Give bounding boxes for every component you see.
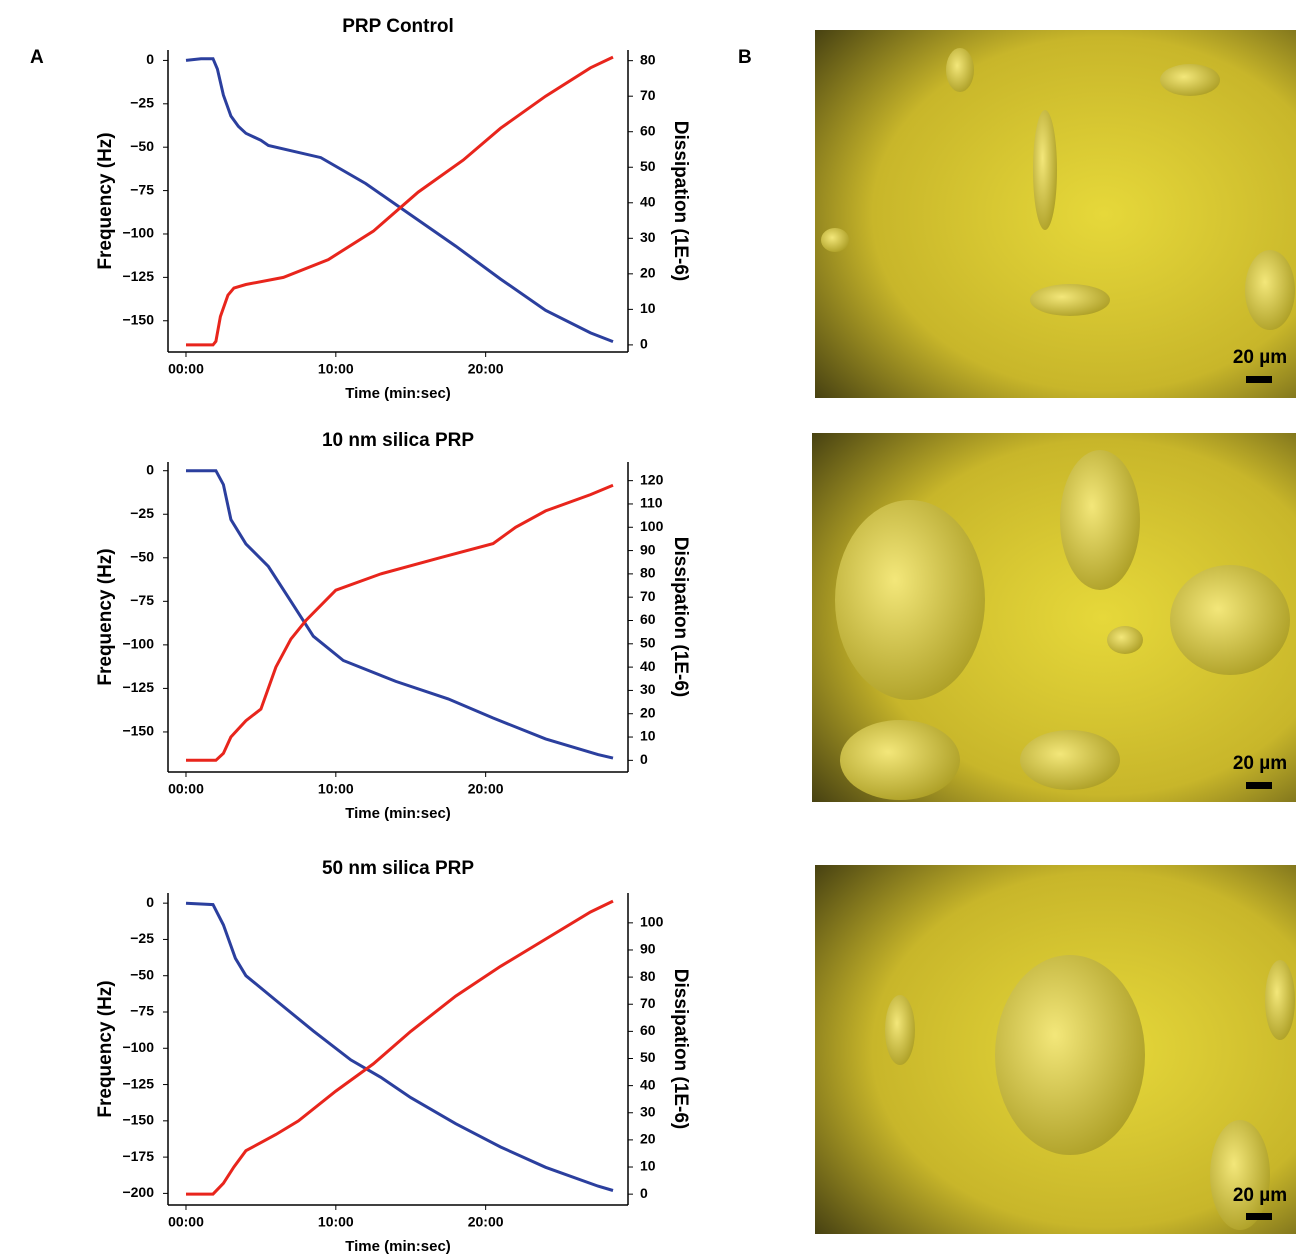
y2-tick-label: 30 [640,1103,656,1119]
y-tick-label: −125 [122,679,154,695]
y2-tick-label: 60 [640,122,656,138]
panel-label: A [30,47,44,68]
x-tick-label: 20:00 [468,361,504,377]
chart-title: 10 nm silica PRP [322,430,474,451]
y-tick-label: −150 [122,311,154,327]
y2-tick-label: 40 [640,658,656,674]
x-tick-label: 00:00 [168,781,204,797]
y2-tick-label: 70 [640,87,656,103]
y-axis-label: Frequency (Hz) [95,548,116,685]
y2-axis-label: Dissipation (1E-6) [670,537,691,697]
x-axis-label: Time (min:sec) [345,805,451,822]
y-axis-label: Frequency (Hz) [95,132,116,269]
x-axis-label: Time (min:sec) [345,385,451,402]
y2-axis-label: Dissipation (1E-6) [670,121,691,281]
y2-tick-label: 60 [640,611,656,627]
micrograph [815,30,1296,398]
x-axis-label: Time (min:sec) [345,1238,451,1255]
y-tick-label: −200 [122,1184,154,1200]
data-line [186,469,614,760]
y2-tick-label: 50 [640,158,656,174]
y2-tick-label: 40 [640,1076,656,1092]
scale-bar-label: 20 µm [1233,1185,1287,1206]
y2-tick-label: 60 [640,1022,656,1038]
y-tick-label: −50 [130,548,154,564]
y-tick-label: −100 [122,636,154,652]
y2-tick-label: 100 [640,914,664,930]
chart-title: PRP Control [342,16,454,37]
y-tick-label: −150 [122,1112,154,1128]
y-tick-label: −75 [130,1003,154,1019]
x-tick-label: 10:00 [318,781,354,797]
y2-tick-label: 20 [640,704,656,720]
y-tick-label: −175 [122,1148,154,1164]
x-tick-label: 20:00 [468,1214,504,1230]
y2-tick-label: 90 [640,541,656,557]
y-tick-label: −125 [122,268,154,284]
y-tick-label: −50 [130,966,154,982]
y2-tick-label: 50 [640,1049,656,1065]
y-tick-label: 0 [146,894,154,910]
y-tick-label: −25 [130,95,154,111]
x-tick-label: 10:00 [318,361,354,377]
data-line [186,899,614,1196]
y2-tick-label: 100 [640,518,664,534]
micrograph [815,865,1296,1234]
y2-tick-label: 20 [640,265,656,281]
x-tick-label: 00:00 [168,1214,204,1230]
y2-tick-label: 20 [640,1131,656,1147]
y-axis-label: Frequency (Hz) [95,980,116,1117]
chart-title: 50 nm silica PRP [322,858,474,879]
y-tick-label: −125 [122,1075,154,1091]
y2-tick-label: 0 [640,336,648,352]
scale-bar-label: 20 µm [1233,347,1287,368]
y2-tick-label: 80 [640,968,656,984]
y-tick-label: −150 [122,723,154,739]
scale-bar-label: 20 µm [1233,753,1287,774]
y2-tick-label: 110 [640,495,663,511]
y2-tick-label: 40 [640,193,656,209]
y-tick-label: −25 [130,505,154,521]
data-line [186,483,614,762]
x-tick-label: 10:00 [318,1214,354,1230]
y-tick-label: 0 [146,461,154,477]
y2-tick-label: 10 [640,300,656,316]
x-tick-label: 00:00 [168,361,204,377]
y-tick-label: −25 [130,930,154,946]
y-tick-label: −50 [130,138,154,154]
y2-tick-label: 80 [640,565,656,581]
y2-tick-label: 0 [640,1185,648,1201]
y2-tick-label: 50 [640,635,656,651]
y2-tick-label: 10 [640,1158,656,1174]
y2-axis-label: Dissipation (1E-6) [670,969,691,1129]
y2-tick-label: 30 [640,681,656,697]
y-tick-label: −75 [130,181,154,197]
panel-label: B [738,47,752,68]
y2-tick-label: 80 [640,51,656,67]
data-line [185,57,614,343]
y-tick-label: −100 [122,1039,154,1055]
y-tick-label: −75 [130,592,154,608]
y-tick-label: −100 [122,225,154,241]
y2-tick-label: 30 [640,229,656,245]
y2-tick-label: 90 [640,941,656,957]
y2-tick-label: 70 [640,995,656,1011]
y2-tick-label: 120 [640,471,664,487]
micrograph [812,433,1296,802]
y2-tick-label: 10 [640,728,656,744]
y2-tick-label: 0 [640,751,648,767]
y-tick-label: 0 [146,51,154,67]
data-line [186,55,614,347]
data-line [185,901,614,1192]
y2-tick-label: 70 [640,588,656,604]
x-tick-label: 20:00 [468,781,504,797]
